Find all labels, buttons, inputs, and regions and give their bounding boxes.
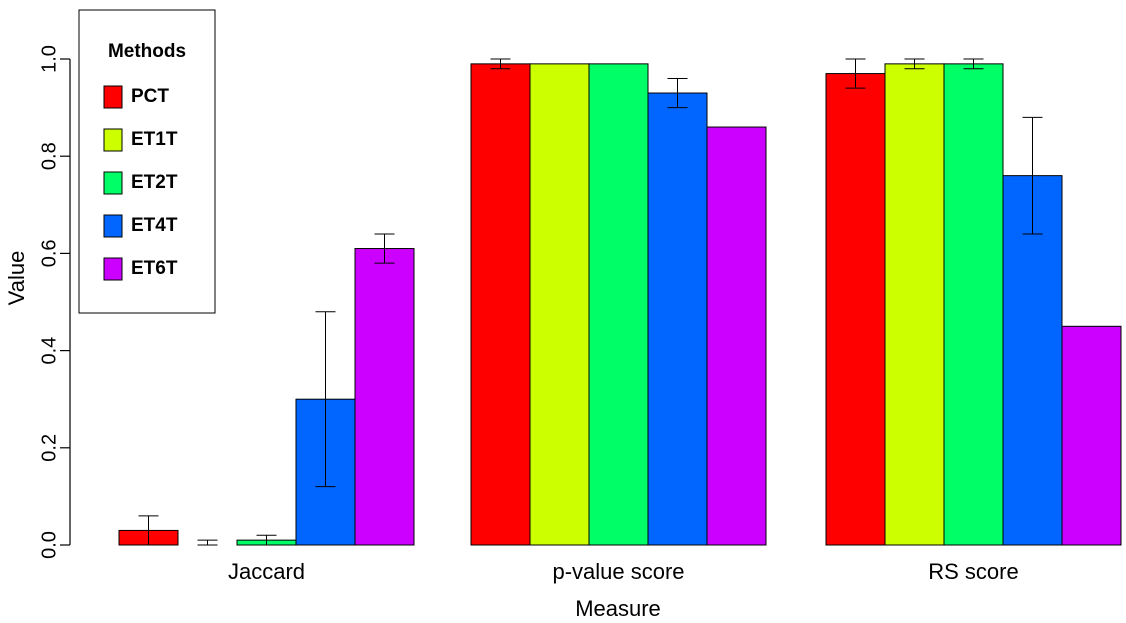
- y-tick-label-3: 0.6: [38, 239, 60, 267]
- y-tick-label-1: 0.2: [38, 434, 60, 462]
- bar-2-2: [943, 63, 1004, 546]
- y-tick-label-0: 0.0: [38, 531, 60, 559]
- y-tick-label-4: 0.8: [38, 142, 60, 170]
- legend-box: [78, 9, 216, 314]
- legend-label-0: PCT: [131, 86, 169, 107]
- y-tick-label-5: 1.0: [38, 45, 60, 73]
- category-label-1: p-value score: [552, 559, 684, 584]
- bar-1-4: [706, 126, 767, 546]
- category-label-2: RS score: [928, 559, 1018, 584]
- bar-1-3: [647, 92, 708, 546]
- bar-2-4: [1061, 325, 1122, 546]
- bar-1-0: [470, 63, 531, 546]
- legend-swatch-4: [103, 257, 123, 281]
- legend-swatch-0: [103, 85, 123, 109]
- legend-swatch-2: [103, 171, 123, 195]
- bar-2-3: [1002, 175, 1063, 546]
- legend-swatch-1: [103, 128, 123, 152]
- bar-0-4: [354, 248, 415, 546]
- bar-1-1: [529, 63, 590, 546]
- bar-2-0: [825, 73, 886, 546]
- category-label-0: Jaccard: [228, 559, 305, 584]
- legend-title: Methods: [108, 41, 186, 62]
- legend-label-3: ET4T: [131, 215, 178, 236]
- y-tick-label-2: 0.4: [38, 337, 60, 365]
- legend-label-1: ET1T: [131, 129, 178, 150]
- legend-swatch-3: [103, 214, 123, 238]
- x-axis-title: Measure: [575, 596, 661, 621]
- y-axis-title: Value: [4, 251, 29, 306]
- bar-1-2: [588, 63, 649, 546]
- legend-label-2: ET2T: [131, 172, 178, 193]
- legend-label-4: ET6T: [131, 258, 178, 279]
- bar-2-1: [884, 63, 945, 546]
